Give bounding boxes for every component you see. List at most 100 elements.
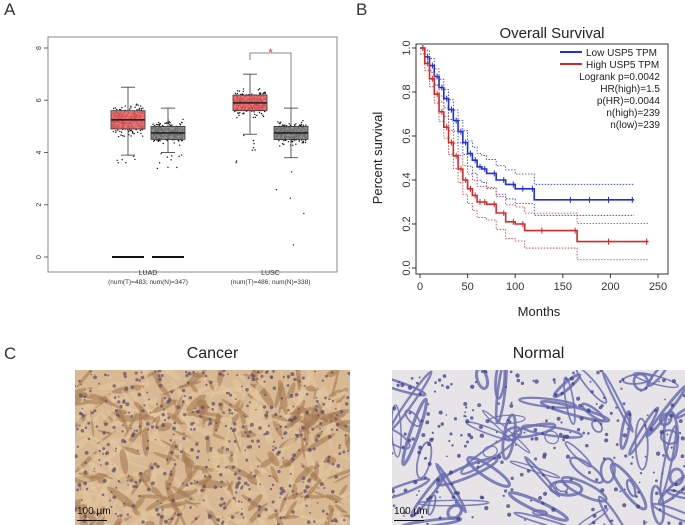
nucleus [454, 501, 458, 504]
nucleus [112, 495, 117, 499]
nucleus [274, 412, 278, 417]
nucleus [309, 511, 312, 514]
cancer-scale-label: 100 µm [77, 506, 111, 517]
nucleus [76, 427, 79, 431]
nucleus [471, 516, 474, 519]
nucleus [678, 419, 683, 423]
data-point [136, 103, 138, 105]
alveolar-wall [658, 412, 673, 427]
alveolar-wall [392, 404, 402, 458]
tissue-fiber [141, 508, 148, 525]
tissue-fiber [209, 382, 219, 402]
nucleus [415, 494, 418, 497]
nucleus [656, 451, 661, 456]
nucleus [497, 454, 502, 460]
nucleus [106, 423, 109, 425]
nucleus [84, 450, 89, 455]
tissue-fiber [124, 460, 150, 470]
y-tick-label: 0.8 [401, 84, 413, 99]
nucleus [105, 451, 110, 455]
chart-title: Overall Survival [499, 25, 604, 42]
nucleus [230, 412, 234, 415]
nucleus [408, 411, 412, 415]
data-point [121, 106, 123, 109]
tissue-fiber [242, 519, 251, 525]
nucleus [78, 424, 81, 427]
nucleus [662, 454, 665, 457]
nucleus [183, 413, 187, 417]
nucleus [265, 430, 270, 435]
nucleus [181, 482, 184, 485]
data-point [181, 139, 184, 141]
nucleus [551, 507, 556, 512]
data-point [117, 135, 120, 138]
tissue-fiber [282, 459, 292, 467]
data-point [305, 124, 307, 126]
tissue-fiber [335, 391, 350, 396]
nucleus [326, 459, 331, 463]
data-point [117, 129, 119, 131]
nucleus [114, 512, 117, 515]
nucleus [288, 484, 292, 488]
nucleus [631, 456, 634, 459]
nucleus [149, 411, 152, 414]
normal-micrograph [392, 370, 685, 525]
nucleus [202, 499, 205, 502]
nucleus [622, 402, 626, 406]
nucleus [209, 446, 213, 450]
nucleus [413, 480, 418, 485]
nucleus [106, 442, 110, 447]
data-point [169, 122, 171, 124]
nucleus [93, 409, 97, 413]
data-point [178, 144, 181, 146]
nucleus [119, 513, 123, 518]
alveolar-wall [435, 456, 499, 487]
data-point [137, 104, 139, 106]
data-point [133, 155, 135, 158]
nucleus [316, 434, 321, 438]
nucleus [445, 455, 448, 458]
nucleus [163, 396, 167, 400]
tissue-fiber [85, 415, 94, 421]
data-point [157, 121, 160, 124]
tissue-fiber [322, 421, 335, 437]
nucleus [233, 472, 238, 476]
nucleus [300, 433, 303, 437]
nucleus [211, 407, 214, 411]
alveolar-wall [532, 509, 548, 517]
nucleus [305, 504, 308, 507]
nucleus [316, 502, 319, 504]
tissue-fiber [145, 400, 163, 408]
nucleus [403, 511, 407, 515]
nucleus [83, 470, 88, 475]
data-point [139, 129, 142, 132]
nucleus [438, 410, 443, 415]
nucleus [579, 416, 584, 421]
data-point [168, 121, 170, 123]
nucleus [293, 377, 297, 382]
nucleus [317, 414, 320, 417]
nucleus [221, 520, 225, 523]
nucleus [553, 381, 556, 384]
nucleus [622, 433, 627, 438]
data-point [180, 154, 183, 156]
data-point [156, 124, 158, 126]
nucleus [463, 414, 466, 418]
nucleus [296, 370, 298, 371]
nucleus [442, 374, 447, 378]
nucleus [431, 431, 434, 435]
data-point [302, 124, 305, 127]
tissue-fiber [118, 408, 129, 432]
data-point [152, 123, 154, 125]
nucleus [127, 474, 130, 477]
data-point [120, 134, 122, 136]
nucleus [292, 453, 296, 458]
nucleus [116, 515, 119, 518]
nucleus [515, 373, 520, 378]
data-point [284, 124, 286, 126]
nucleus [192, 371, 196, 374]
nucleus [336, 413, 339, 417]
nucleus [508, 420, 512, 424]
tissue-fiber [138, 404, 143, 438]
nucleus [258, 426, 262, 430]
